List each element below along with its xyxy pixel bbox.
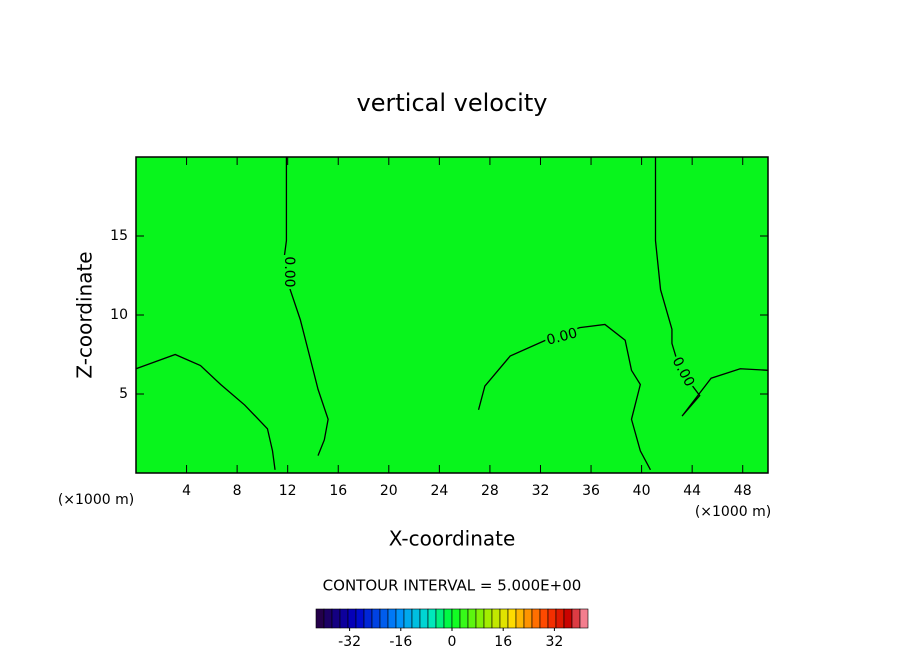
x-tick-label: 4	[182, 483, 191, 499]
colorbar-cell	[539, 608, 549, 629]
colorbar-tick-label: -16	[389, 634, 412, 650]
x-tick-label: 44	[683, 483, 701, 499]
colorbar-tick-label: 32	[545, 634, 563, 650]
x-tick-label: 36	[582, 483, 600, 499]
colorbar-cell	[435, 608, 445, 629]
y-tick-label: 15	[110, 228, 128, 244]
colorbar-cell	[443, 608, 453, 629]
contour-interval: CONTOUR INTERVAL = 5.000E+00	[323, 577, 582, 595]
colorbar-cell	[315, 608, 325, 629]
x-tick-label: 20	[380, 483, 398, 499]
y-tick-label: 10	[110, 307, 128, 323]
chart-title: vertical velocity	[357, 89, 548, 117]
y-axis-label: Z-coordinate	[73, 251, 97, 378]
contour-label-bg	[667, 353, 699, 391]
colorbar-cell	[491, 608, 501, 629]
colorbar-cell	[347, 608, 357, 629]
colorbar-cell	[323, 608, 333, 629]
colorbar-cell	[459, 608, 469, 629]
x-tick-label: 40	[633, 483, 651, 499]
colorbar-cell	[499, 608, 509, 629]
colorbar-cell	[523, 608, 533, 629]
contour-label-bg	[281, 255, 297, 289]
colorbar-cell	[371, 608, 381, 629]
colorbar-cell	[363, 608, 373, 629]
y-unit-label: (×1000 m)	[58, 492, 134, 508]
colorbar-cell	[571, 608, 581, 629]
colorbar-cell	[403, 608, 413, 629]
contour-line	[477, 323, 652, 471]
colorbar-cell	[531, 608, 541, 629]
x-tick-label: 12	[279, 483, 297, 499]
colorbar-cell	[387, 608, 397, 629]
x-tick-label: 32	[532, 483, 550, 499]
colorbar-tick-label: -32	[338, 634, 361, 650]
colorbar-cell	[563, 608, 573, 629]
x-tick-label: 48	[734, 483, 752, 499]
x-tick-label: 28	[481, 483, 499, 499]
x-axis-label: X-coordinate	[389, 527, 516, 551]
colorbar-cell	[451, 608, 461, 629]
colorbar-cell	[355, 608, 365, 629]
colorbar-cell	[427, 608, 437, 629]
x-unit-label: (×1000 m)	[695, 504, 771, 520]
colorbar-cell	[411, 608, 421, 629]
colorbar-cell	[555, 608, 565, 629]
colorbar-cell	[395, 608, 405, 629]
colorbar-cell	[331, 608, 341, 629]
colorbar-cell	[379, 608, 389, 629]
colorbar-cell	[483, 608, 493, 629]
x-tick-label: 8	[233, 483, 242, 499]
colorbar-cell	[339, 608, 349, 629]
contour-line	[135, 353, 276, 470]
field	[136, 157, 768, 473]
y-tick-label: 5	[119, 386, 128, 402]
colorbar-cell	[507, 608, 517, 629]
colorbar-cell	[475, 608, 485, 629]
colorbar-cell	[419, 608, 429, 629]
colorbar-cell	[547, 608, 557, 629]
colorbar-cell	[467, 608, 477, 629]
colorbar-cell	[579, 608, 589, 629]
colorbar-tick-label: 0	[448, 634, 457, 650]
contour-line	[283, 157, 329, 456]
colorbar-tick-label: 16	[494, 634, 512, 650]
contour-label-bg	[543, 324, 581, 350]
x-tick-label: 24	[430, 483, 448, 499]
contour-label: 0.00	[545, 325, 579, 349]
x-tick-label: 16	[329, 483, 347, 499]
contour-label: 0.00	[281, 256, 297, 287]
colorbar-cell	[515, 608, 525, 629]
